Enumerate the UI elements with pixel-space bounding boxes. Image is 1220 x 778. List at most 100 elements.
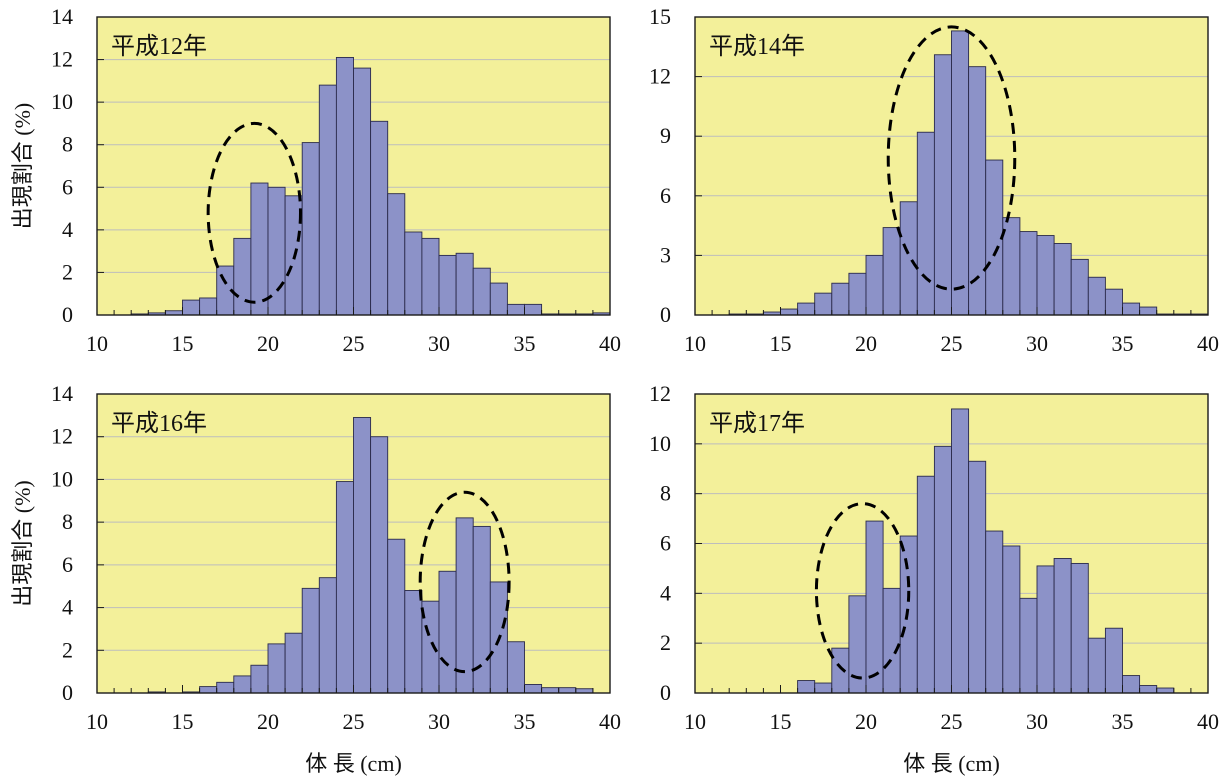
histogram-bar [831, 647, 850, 694]
histogram-bar [848, 272, 867, 316]
histogram-bar [404, 231, 423, 316]
y-tick-label: 4 [62, 595, 73, 620]
y-tick-label: 14 [51, 4, 73, 29]
histogram-bar [335, 481, 354, 694]
y-tick-label: 10 [649, 431, 671, 456]
histogram-bar [301, 587, 320, 694]
y-tick-label: 8 [660, 481, 671, 506]
x-tick-label: 10 [86, 331, 108, 356]
histogram-bar [933, 54, 952, 316]
x-tick-label: 35 [514, 331, 536, 356]
histogram-bar [387, 193, 406, 316]
y-tick-label: 6 [62, 552, 73, 577]
x-tick-label: 10 [684, 709, 706, 734]
histogram-bar [1002, 545, 1021, 694]
histogram-bar [506, 641, 525, 694]
histogram-bar [1019, 597, 1038, 694]
histogram-bar [814, 292, 833, 316]
x-tick-label: 40 [599, 331, 621, 356]
histogram-bar [1104, 627, 1123, 694]
histogram-bar [1087, 276, 1106, 316]
histogram-bar [916, 131, 935, 316]
histogram-bar [353, 417, 372, 694]
x-tick-label: 15 [172, 709, 194, 734]
histogram-bar [865, 254, 884, 316]
y-tick-label: 12 [649, 64, 671, 89]
histogram-bar [353, 67, 372, 316]
histogram-bar [370, 120, 389, 316]
x-axis-label: 体 長 (cm) [305, 751, 402, 776]
y-tick-label: 0 [660, 302, 671, 327]
histogram-bar [951, 408, 970, 694]
x-tick-label: 30 [1026, 331, 1048, 356]
histogram-bar [335, 56, 354, 316]
y-tick-label: 8 [62, 132, 73, 157]
panel-title: 平成12年 [111, 33, 207, 60]
y-tick-label: 6 [62, 174, 73, 199]
histogram-bar [506, 303, 525, 316]
highlight-ellipse [886, 25, 1017, 291]
histogram-bar [831, 282, 850, 316]
panel-title: 平成17年 [709, 410, 805, 437]
histogram-bar [933, 445, 952, 694]
y-tick-label: 0 [62, 302, 73, 327]
x-tick-label: 10 [684, 331, 706, 356]
histogram-bar [1002, 217, 1021, 316]
y-tick-label: 0 [62, 680, 73, 705]
histogram-bar [199, 297, 218, 316]
histogram-bar [899, 535, 918, 694]
y-tick-label: 4 [660, 580, 671, 605]
histogram-bar [797, 680, 816, 694]
histogram-bar [233, 237, 252, 316]
histogram-bar [318, 577, 337, 694]
x-tick-label: 35 [514, 709, 536, 734]
histogram-bar [1104, 288, 1123, 316]
histogram-bar [1087, 637, 1106, 694]
x-tick-label: 30 [428, 331, 450, 356]
histogram-bar [541, 687, 560, 694]
panel-title: 平成14年 [709, 33, 805, 60]
histogram-bar [814, 682, 833, 694]
histogram-bar [1053, 558, 1072, 694]
y-tick-label: 2 [660, 630, 671, 655]
histogram-bar [1019, 231, 1038, 316]
histogram-panel-2: 10 15 20 25 30 35 40 0 3 6 9 12 15 平成14年 [649, 4, 1219, 356]
histogram-bar [250, 664, 269, 694]
highlight-ellipse [814, 502, 911, 680]
histogram-bar [182, 299, 201, 316]
panel-title: 平成16年 [111, 410, 207, 437]
y-tick-label: 15 [649, 4, 671, 29]
histogram-bar [267, 643, 286, 694]
highlight-ellipse [206, 121, 302, 304]
x-tick-label: 25 [343, 331, 365, 356]
histogram-bar [1122, 302, 1141, 316]
histogram-bar [524, 303, 543, 316]
x-tick-label: 15 [172, 331, 194, 356]
histogram-bar [370, 436, 389, 694]
histogram-bar [951, 30, 970, 316]
x-tick-label: 20 [855, 331, 877, 356]
histogram-bar [865, 520, 884, 694]
y-axis-label: 出現割合 (%) [10, 480, 35, 606]
x-tick-label: 30 [1026, 709, 1048, 734]
x-tick-label: 20 [855, 709, 877, 734]
x-tick-label: 25 [343, 709, 365, 734]
histogram-bar [1139, 685, 1158, 694]
histogram-bar [1122, 675, 1141, 694]
histogram-bar [1070, 562, 1089, 694]
histogram-bar [438, 254, 457, 316]
x-tick-label: 15 [770, 331, 792, 356]
x-tick-label: 40 [599, 709, 621, 734]
histogram-bar [1036, 565, 1055, 694]
histogram-bar [1139, 306, 1158, 316]
histogram-bar [216, 681, 235, 694]
histogram-bar [558, 687, 577, 694]
histogram-bar [284, 632, 303, 694]
x-tick-label: 40 [1197, 709, 1219, 734]
histogram-bar [233, 675, 252, 694]
histogram-bar [318, 84, 337, 316]
y-tick-label: 12 [51, 424, 73, 449]
y-tick-label: 6 [660, 531, 671, 556]
